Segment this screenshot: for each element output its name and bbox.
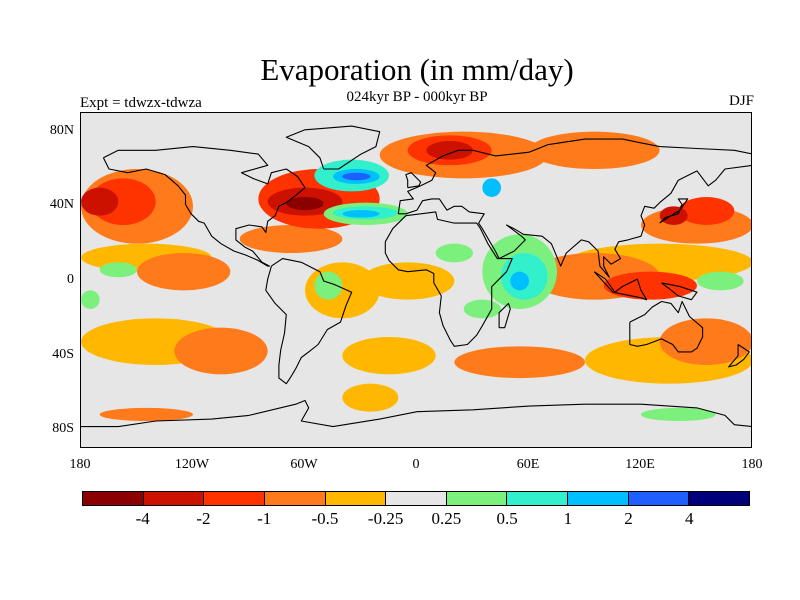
lat-tick-label: 0 [67,272,74,287]
coastline-antarctica [81,399,751,428]
anomaly-patch-19 [239,225,343,253]
positive-patch-2 [342,172,371,181]
coastline-greenland [285,125,381,170]
colorbar-box [325,492,387,505]
anomaly-patch-25 [426,141,473,160]
experiment-label: Expt = tdwzx-tdwza [80,95,202,111]
chart-subtitle: 024kyr BP - 000kyr BP [346,89,488,105]
colorbar-box [446,492,508,505]
coastline-madagascar [498,302,511,329]
positive-patch-11 [81,290,100,309]
anomaly-patch-15 [678,197,735,225]
colorbar-box [83,492,144,505]
lon-tick-label: 60E [516,457,540,472]
colorbar-label: -1 [257,509,272,528]
colorbar-label: -0.25 [367,509,404,528]
anomaly-patch-7 [342,337,436,375]
anomaly-patch-28 [99,407,193,422]
positive-patch-15 [482,178,501,197]
coastline-australia [629,300,704,353]
colorbar-label: 0.25 [431,509,462,528]
colorbar [82,491,750,506]
anomaly-patch-29 [641,407,716,422]
colorbar-box [568,492,629,505]
positive-patch-14 [697,271,744,291]
coastline-north-america [102,146,306,267]
anomaly-patch-3 [137,253,231,291]
coastline-africa [384,211,513,347]
season-label: DJF [728,93,754,109]
colorbar-label: -0.5 [311,509,339,528]
coastline-borneo-ng [661,282,698,301]
coastline-south-america [265,258,353,385]
colorbar-box [386,492,447,505]
colorbar-box [264,492,326,505]
lon-tick-label: 180 [69,457,91,472]
coastline-indonesia [593,271,648,301]
chart-title: Evaporation (in mm/day) [260,52,574,87]
positive-patch-8 [510,271,529,291]
anomaly-patch-6 [81,187,119,216]
coastline-new-zealand [728,344,750,368]
anomaly-patch-8 [454,346,585,379]
colorbar-label: -4 [135,509,150,528]
colorbar-label: 4 [685,509,694,528]
positive-patch-12 [463,299,502,319]
anomaly-patch-13 [603,271,697,300]
colorbar-box [689,492,750,505]
colorbar-box [143,492,205,505]
positive-patch-5 [342,210,380,218]
map-panel [80,112,752,448]
anomaly-patch-10 [659,318,751,365]
colorbar-label: 0.5 [496,509,518,528]
lon-tick-label: 120W [174,457,210,472]
lat-tick-label: 40N [49,197,74,213]
positive-patch-13 [435,243,474,263]
positive-patch-10 [99,262,137,278]
lat-tick-label: 80N [49,122,74,138]
anomaly-patch-27 [342,383,399,412]
anomaly-patch-1 [174,327,268,375]
anomaly-patch-26 [529,131,660,169]
colorbar-label: -2 [196,509,211,528]
map-svg [81,125,751,428]
anomaly-patch-22 [286,197,324,211]
colorbar-box [507,492,569,505]
lon-tick-label: 60W [290,457,318,472]
positive-patch-9 [314,271,343,300]
lon-tick-label: 120E [625,457,655,472]
lat-tick-label: 40S [52,346,74,362]
colorbar-box [204,492,265,505]
lon-tick-label: 0 [412,457,420,472]
lat-tick-label: 80S [52,421,74,437]
coastline-japan [659,198,689,224]
lon-tick-label: 180 [741,457,763,472]
colorbar-label: 1 [563,509,573,528]
coastline-uk [405,172,422,189]
colorbar-label: 2 [624,509,633,528]
coastline-europe-asia [397,138,751,278]
colorbar-box [628,492,690,505]
